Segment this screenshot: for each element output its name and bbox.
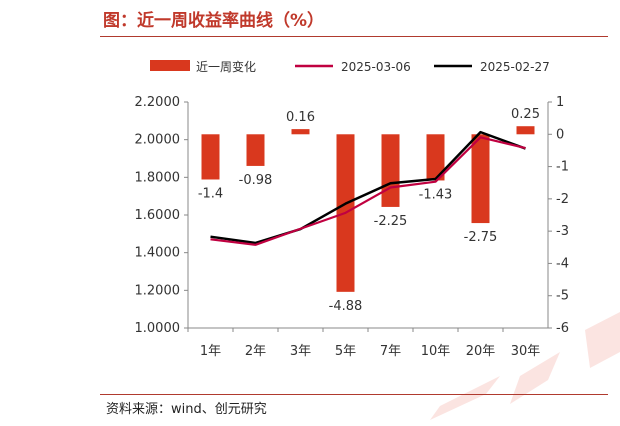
bar-weekly-change bbox=[471, 134, 490, 224]
bar-data-label: -2.25 bbox=[374, 214, 408, 229]
left-tick-label: 1.2000 bbox=[135, 283, 181, 298]
bar-data-label: -0.98 bbox=[239, 173, 273, 188]
right-tick-label: -3 bbox=[556, 224, 569, 239]
legend-bar-weekly-change-label: 近一周变化 bbox=[196, 59, 256, 74]
x-tick-label: 30年 bbox=[511, 344, 541, 359]
x-tick-label: 2年 bbox=[245, 344, 266, 359]
right-tick-label: 0 bbox=[556, 127, 564, 142]
chart-title: 图：近一周收益率曲线（%） bbox=[103, 11, 325, 31]
decor-stripe bbox=[585, 312, 620, 368]
x-tick-label: 1年 bbox=[200, 344, 221, 359]
line-2025-03-06 bbox=[210, 136, 526, 246]
x-tick-label: 10年 bbox=[421, 344, 451, 359]
legend-bar-weekly-change-swatch bbox=[150, 60, 190, 71]
left-tick-label: 1.8000 bbox=[135, 170, 181, 185]
footer-rule bbox=[100, 394, 608, 395]
x-tick-label: 7年 bbox=[380, 344, 401, 359]
legend-line-2025-02-27-label: 2025-02-27 bbox=[480, 60, 550, 74]
bar-weekly-change bbox=[381, 134, 400, 207]
bar-data-label: -2.75 bbox=[464, 230, 498, 245]
left-tick-label: 1.0000 bbox=[135, 321, 181, 336]
decor-stripe bbox=[430, 376, 500, 420]
right-tick-label: -4 bbox=[556, 256, 569, 271]
right-tick-label: -2 bbox=[556, 192, 569, 207]
line-2025-02-27 bbox=[210, 130, 526, 245]
bar-data-label: -4.88 bbox=[329, 299, 363, 314]
bar-weekly-change bbox=[291, 129, 310, 135]
bar-weekly-change bbox=[246, 134, 265, 166]
left-tick-label: 2.2000 bbox=[135, 95, 181, 110]
bar-data-label: 0.16 bbox=[286, 110, 315, 125]
x-tick-label: 5年 bbox=[335, 344, 356, 359]
left-tick-label: 2.0000 bbox=[135, 133, 181, 148]
legend-line-2025-03-06-label: 2025-03-06 bbox=[341, 60, 411, 74]
bar-data-label: -1.43 bbox=[419, 187, 453, 202]
left-tick-label: 1.4000 bbox=[135, 246, 181, 261]
bar-weekly-change bbox=[516, 126, 535, 135]
x-tick-label: 3年 bbox=[290, 344, 311, 359]
decor-stripe bbox=[510, 352, 560, 404]
right-tick-label: -1 bbox=[556, 160, 569, 175]
source-note: 资料来源：wind、创元研究 bbox=[106, 402, 267, 417]
bar-data-label: 0.25 bbox=[511, 107, 540, 122]
right-tick-label: -6 bbox=[556, 321, 569, 336]
left-tick-label: 1.6000 bbox=[135, 208, 181, 223]
title-underline bbox=[100, 36, 608, 37]
right-tick-label: 1 bbox=[556, 95, 564, 110]
bar-weekly-change bbox=[201, 134, 220, 180]
bar-weekly-change bbox=[426, 134, 445, 181]
right-tick-label: -5 bbox=[556, 289, 569, 304]
x-tick-label: 20年 bbox=[466, 344, 496, 359]
bar-data-label: -1.4 bbox=[198, 186, 223, 201]
